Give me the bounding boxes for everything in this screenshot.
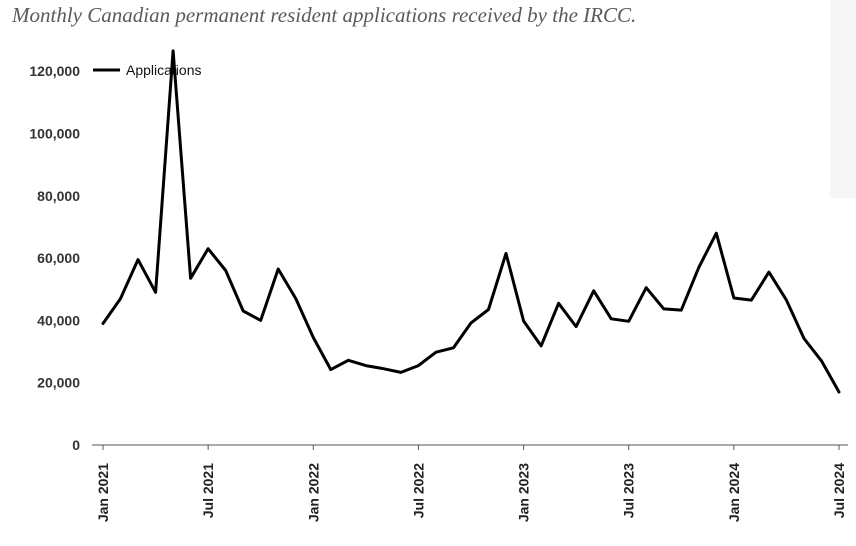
- y-axis: 0 20,000 40,000 60,000 80,000 100,000 120,000: [29, 63, 80, 453]
- y-tick-label: 0: [72, 437, 80, 453]
- x-tick-label: Jan 2022: [305, 463, 321, 522]
- y-tick-label: 120,000: [29, 63, 80, 79]
- legend-label: Applications: [126, 62, 202, 78]
- series-applications: [101, 49, 841, 394]
- chart-title: Monthly Canadian permanent resident appl…: [12, 3, 637, 27]
- x-tick-label: Jul 2021: [200, 463, 216, 518]
- y-tick-label: 20,000: [37, 375, 80, 391]
- x-tick-label: Jan 2024: [726, 463, 742, 522]
- x-tick-label: Jan 2023: [516, 463, 532, 522]
- x-tick-label: Jul 2023: [621, 463, 637, 518]
- series-line: [101, 49, 841, 394]
- y-tick-label: 100,000: [29, 125, 80, 141]
- x-axis: Jan 2021 Jul 2021 Jan 2022 Jul 2022 Jan 2023…: [92, 444, 848, 522]
- y-tick-label: 60,000: [37, 250, 80, 266]
- legend: Applications: [93, 62, 202, 78]
- x-tick-label: Jul 2024: [831, 463, 847, 518]
- y-tick-label: 80,000: [37, 188, 80, 204]
- x-tick-label: Jan 2021: [95, 463, 111, 522]
- x-tick-label: Jul 2022: [410, 463, 426, 518]
- side-panel: [830, 0, 856, 198]
- y-tick-label: 40,000: [37, 312, 80, 328]
